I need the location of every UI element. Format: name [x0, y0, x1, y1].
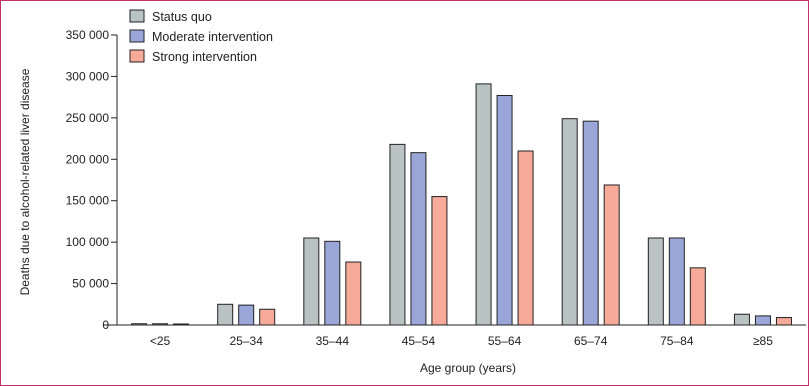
x-tick-label: 45–54 — [402, 334, 436, 348]
bar — [733, 313, 750, 326]
bar — [754, 315, 771, 326]
y-tick-label: 50 000 — [72, 277, 109, 291]
bar — [259, 308, 276, 326]
x-axis: <25 25–34 35–44 45–54 55–64 65–74 75–84 ≥85 — [104, 324, 806, 348]
bar — [410, 152, 427, 326]
bar — [131, 323, 148, 326]
bar — [668, 237, 685, 326]
x-tick-label: 55–64 — [488, 334, 522, 348]
bar — [173, 323, 190, 326]
bar — [303, 237, 320, 326]
legend-swatch — [129, 9, 145, 23]
legend-label: Status quo — [152, 10, 212, 24]
bar — [689, 267, 706, 326]
y-tick-label: 150 000 — [66, 194, 110, 208]
bar — [217, 303, 234, 326]
x-tick-label: 25–34 — [230, 334, 264, 348]
bar — [345, 261, 362, 326]
bar — [475, 83, 492, 326]
legend-label: Moderate intervention — [152, 30, 273, 44]
bar — [238, 304, 255, 326]
x-tick-label: 35–44 — [316, 334, 350, 348]
bar — [775, 317, 792, 326]
bar — [647, 237, 664, 326]
bar — [324, 240, 341, 326]
bar — [517, 150, 534, 326]
legend-swatch — [129, 49, 145, 63]
bar — [431, 196, 448, 326]
x-tick-label: ≥85 — [753, 334, 773, 348]
legend-label: Strong intervention — [152, 50, 257, 64]
y-tick-label: 250 000 — [66, 111, 110, 125]
y-tick-label: 100 000 — [66, 235, 110, 249]
x-tick-label: <25 — [150, 334, 171, 348]
y-tick-label: 300 000 — [66, 69, 110, 83]
bar — [561, 118, 578, 326]
bar — [496, 94, 513, 326]
legend: Status quo Moderate intervention Strong in… — [129, 9, 273, 64]
bar — [152, 323, 169, 326]
bar — [389, 143, 406, 326]
y-tick-label: 350 000 — [66, 28, 110, 42]
bar — [582, 120, 599, 326]
bar — [603, 184, 620, 326]
x-axis-title: Age group (years) — [420, 361, 516, 375]
y-axis-title: Deaths due to alcohol-related liver dise… — [18, 68, 32, 295]
legend-swatch — [129, 29, 145, 43]
y-tick-label: 200 000 — [66, 152, 110, 166]
x-tick-label: 75–84 — [660, 334, 694, 348]
bars — [131, 83, 792, 326]
x-tick-label: 65–74 — [574, 334, 608, 348]
